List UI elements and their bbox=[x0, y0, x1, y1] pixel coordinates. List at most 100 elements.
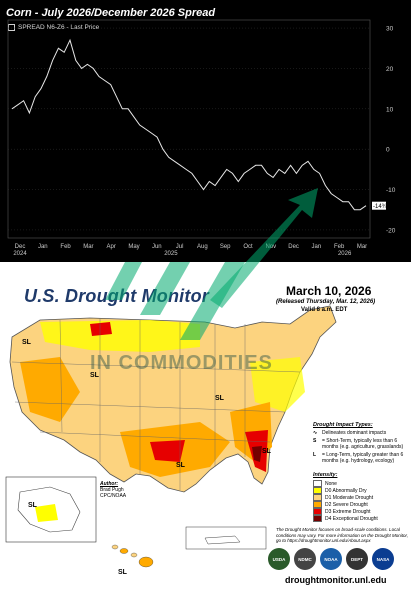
x-tick-label: Dec bbox=[15, 244, 26, 250]
legend-checkbox-icon bbox=[8, 24, 15, 31]
intensity-label: D4 Exceptional Drought bbox=[325, 515, 378, 522]
author-name: Brad Pugh bbox=[100, 487, 124, 493]
alaska-inset-frame bbox=[5, 476, 97, 543]
intensity-item: D4 Exceptional Drought bbox=[313, 515, 408, 522]
x-tick-label: Apr bbox=[107, 244, 116, 250]
intensity-item: D2 Severe Drought bbox=[313, 501, 408, 508]
y-tick-label: 0 bbox=[386, 147, 390, 154]
x-tick-label: 2024 bbox=[13, 251, 27, 257]
region-label: SL bbox=[118, 569, 127, 576]
intensity-label: D0 Abnormally Dry bbox=[325, 487, 367, 494]
y-tick-label: -10 bbox=[386, 187, 396, 194]
dept-seal-icon: DEPT bbox=[346, 548, 368, 570]
puerto-rico-shape bbox=[204, 535, 241, 545]
x-tick-label: Jul bbox=[176, 244, 184, 250]
chart-legend: SPREAD N6-Z6 - Last Price bbox=[8, 24, 99, 31]
x-tick-label: Oct bbox=[243, 244, 253, 250]
intensity-label: D3 Extreme Drought bbox=[325, 508, 371, 515]
plot-frame bbox=[7, 19, 371, 239]
impact-text: = Short-Term, typically less than 6 mont… bbox=[322, 438, 404, 450]
y-tick-label: 30 bbox=[386, 26, 394, 33]
x-tick-label: May bbox=[128, 244, 139, 250]
intensity-swatch bbox=[313, 480, 322, 487]
drought-monitor-map: SL SL SL SL SL SL SL U.S. Drought Monito… bbox=[0, 262, 411, 590]
spread-chart: Corn - July 2026/December 2026 Spread SP… bbox=[0, 0, 411, 262]
ndmc-logo-icon: NDMC bbox=[294, 548, 316, 570]
intensity-swatch bbox=[313, 494, 322, 501]
agency-logos: USDA NDMC NOAA DEPT NASA bbox=[268, 548, 394, 570]
map-release-date: (Released Thursday, Mar. 12, 2026) bbox=[276, 299, 376, 305]
monitor-note: The Drought Monitor focuses on broad-sca… bbox=[276, 527, 408, 543]
intensity-swatch bbox=[313, 487, 322, 494]
region-label: SL bbox=[28, 502, 37, 509]
legend-label: SPREAD N6-Z6 - Last Price bbox=[18, 24, 100, 31]
last-value-badge bbox=[372, 201, 386, 210]
x-tick-label: Aug bbox=[197, 244, 208, 250]
drought-monitor-url[interactable]: droughtmonitor.unl.edu bbox=[285, 575, 387, 585]
x-tick-label: Mar bbox=[83, 244, 93, 250]
d0-region-north bbox=[40, 320, 200, 352]
year-label: 2026 bbox=[338, 251, 352, 257]
map-valid-time: Valid 8 a.m. EDT bbox=[301, 307, 348, 313]
region-label: SL bbox=[22, 339, 31, 346]
nasa-logo-icon: NASA bbox=[372, 548, 394, 570]
state-lines bbox=[11, 318, 301, 490]
impact-item: S = Short-Term, typically less than 6 mo… bbox=[313, 438, 408, 450]
intensity-swatch bbox=[313, 501, 322, 508]
author-block: Author: Brad Pugh CPC/NOAA bbox=[100, 481, 126, 499]
d2-region-west bbox=[20, 357, 80, 422]
intensity-item: None bbox=[313, 480, 408, 487]
x-tick-label: Feb bbox=[334, 244, 345, 250]
impact-text: Delineates dominant impacts bbox=[322, 430, 387, 436]
map-date: March 10, 2026 bbox=[286, 284, 372, 298]
last-value-label: -14¾ bbox=[373, 204, 388, 210]
region-label: SL bbox=[176, 462, 185, 469]
intensity-swatch bbox=[313, 515, 322, 522]
intensity-label: D2 Severe Drought bbox=[325, 501, 368, 508]
x-tick-label: Jan bbox=[312, 244, 322, 250]
author-label: Author: bbox=[100, 481, 119, 487]
spread-series-line bbox=[11, 38, 367, 211]
region-label: SL bbox=[262, 448, 271, 455]
intensity-legend: Intensity: None D0 Abnormally Dry D1 Mod… bbox=[313, 472, 408, 522]
intensity-legend-title: Intensity: bbox=[313, 472, 338, 478]
intensity-swatch bbox=[313, 508, 322, 515]
x-tick-label: Jan bbox=[38, 244, 48, 250]
x-tick-label: Dec bbox=[288, 244, 299, 250]
impact-key: ∿ bbox=[313, 430, 318, 436]
intensity-item: D0 Abnormally Dry bbox=[313, 487, 408, 494]
y-tick-label: 10 bbox=[386, 106, 394, 113]
region-label: SL bbox=[215, 395, 224, 402]
y-tick-label: 20 bbox=[386, 66, 394, 73]
impact-text: = Long-Term, typically greater than 6 mo… bbox=[322, 452, 404, 464]
impact-key: L bbox=[313, 452, 317, 458]
d3-region-north bbox=[90, 322, 112, 336]
d4-region bbox=[252, 446, 262, 462]
author-org: CPC/NOAA bbox=[100, 493, 127, 499]
impact-key: S bbox=[313, 438, 317, 444]
x-tick-label: Feb bbox=[60, 244, 71, 250]
x-tick-label: Nov bbox=[265, 244, 276, 250]
alaska-d0 bbox=[35, 504, 58, 522]
year-label: 2025 bbox=[164, 251, 178, 257]
impact-item: ∿ Delineates dominant impacts bbox=[313, 430, 408, 436]
impact-item: L = Long-Term, typically greater than 6 … bbox=[313, 452, 408, 464]
intensity-label: None bbox=[325, 480, 337, 487]
noaa-logo-icon: NOAA bbox=[320, 548, 342, 570]
hawaii-islands bbox=[111, 544, 154, 568]
map-title: U.S. Drought Monitor bbox=[24, 286, 209, 306]
chart-title: Corn - July 2026/December 2026 Spread bbox=[6, 7, 216, 19]
x-tick-label: Sep bbox=[220, 244, 231, 250]
x-tick-label: Mar bbox=[357, 244, 367, 250]
impact-legend-title: Drought Impact Types: bbox=[313, 422, 373, 428]
intensity-item: D3 Extreme Drought bbox=[313, 508, 408, 515]
d3-region-south bbox=[150, 440, 185, 462]
puerto-rico-frame bbox=[185, 526, 267, 550]
intensity-label: D1 Moderate Drought bbox=[325, 494, 374, 501]
x-tick-label: Jun bbox=[152, 244, 162, 250]
impact-legend: Drought Impact Types: ∿ Delineates domin… bbox=[313, 422, 408, 464]
us-map-graphic bbox=[5, 305, 337, 568]
intensity-item: D1 Moderate Drought bbox=[313, 494, 408, 501]
y-tick-label: -20 bbox=[386, 227, 396, 234]
